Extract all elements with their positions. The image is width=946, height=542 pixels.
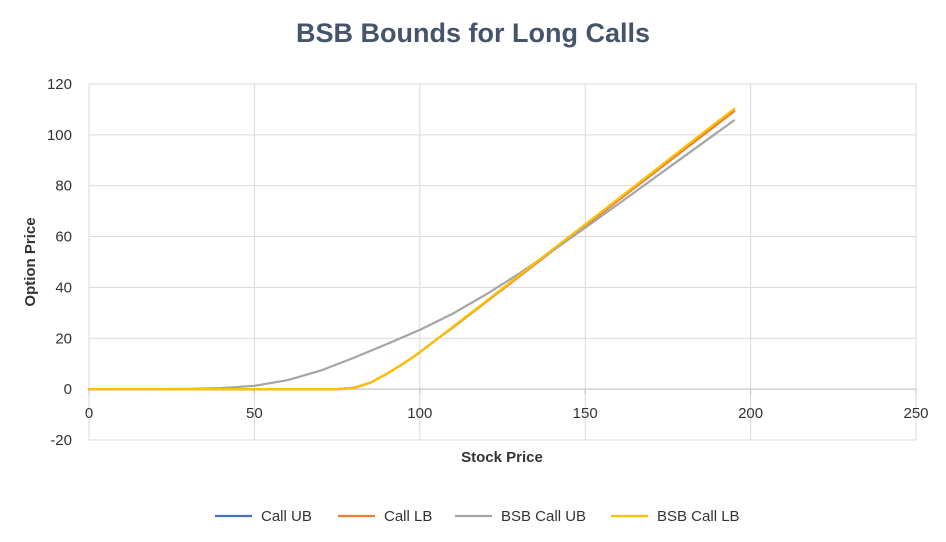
y-axis-ticks: -20 0 20 40 60 80 100 120 bbox=[47, 76, 72, 449]
legend-label: Call UB bbox=[261, 508, 312, 525]
y-tick-label: 100 bbox=[47, 127, 72, 144]
x-tick-label: 250 bbox=[903, 405, 928, 422]
legend: Call UB Call LB BSB Call UB BSB Call LB bbox=[215, 508, 740, 525]
series-lines bbox=[87, 107, 736, 391]
y-tick-label: -20 bbox=[50, 432, 72, 449]
legend-label: BSB Call LB bbox=[657, 508, 740, 525]
y-axis-title: Option Price bbox=[22, 217, 39, 306]
gridlines bbox=[88, 83, 917, 441]
series-line-call-lb bbox=[87, 110, 736, 391]
x-tick-label: 50 bbox=[246, 405, 263, 422]
legend-label: Call LB bbox=[384, 508, 432, 525]
x-tick-label: 100 bbox=[407, 405, 432, 422]
x-axis-ticks: 0 50 100 150 200 250 bbox=[85, 405, 929, 422]
y-tick-label: 0 bbox=[64, 381, 72, 398]
y-tick-label: 60 bbox=[55, 229, 72, 246]
x-tick-label: 200 bbox=[738, 405, 763, 422]
y-tick-label: 20 bbox=[55, 330, 72, 347]
x-axis-title: Stock Price bbox=[461, 449, 543, 466]
chart-title: BSB Bounds for Long Calls bbox=[296, 18, 650, 48]
x-tick-label: 150 bbox=[573, 405, 598, 422]
y-tick-label: 120 bbox=[47, 76, 72, 93]
series-line-bsb-call-lb bbox=[87, 107, 736, 391]
y-tick-label: 80 bbox=[55, 178, 72, 195]
y-tick-label: 40 bbox=[55, 279, 72, 296]
legend-label: BSB Call UB bbox=[501, 508, 586, 525]
x-tick-label: 0 bbox=[85, 405, 93, 422]
series-line-call-ub bbox=[87, 110, 736, 391]
series-line-bsb-call-ub bbox=[87, 119, 736, 391]
